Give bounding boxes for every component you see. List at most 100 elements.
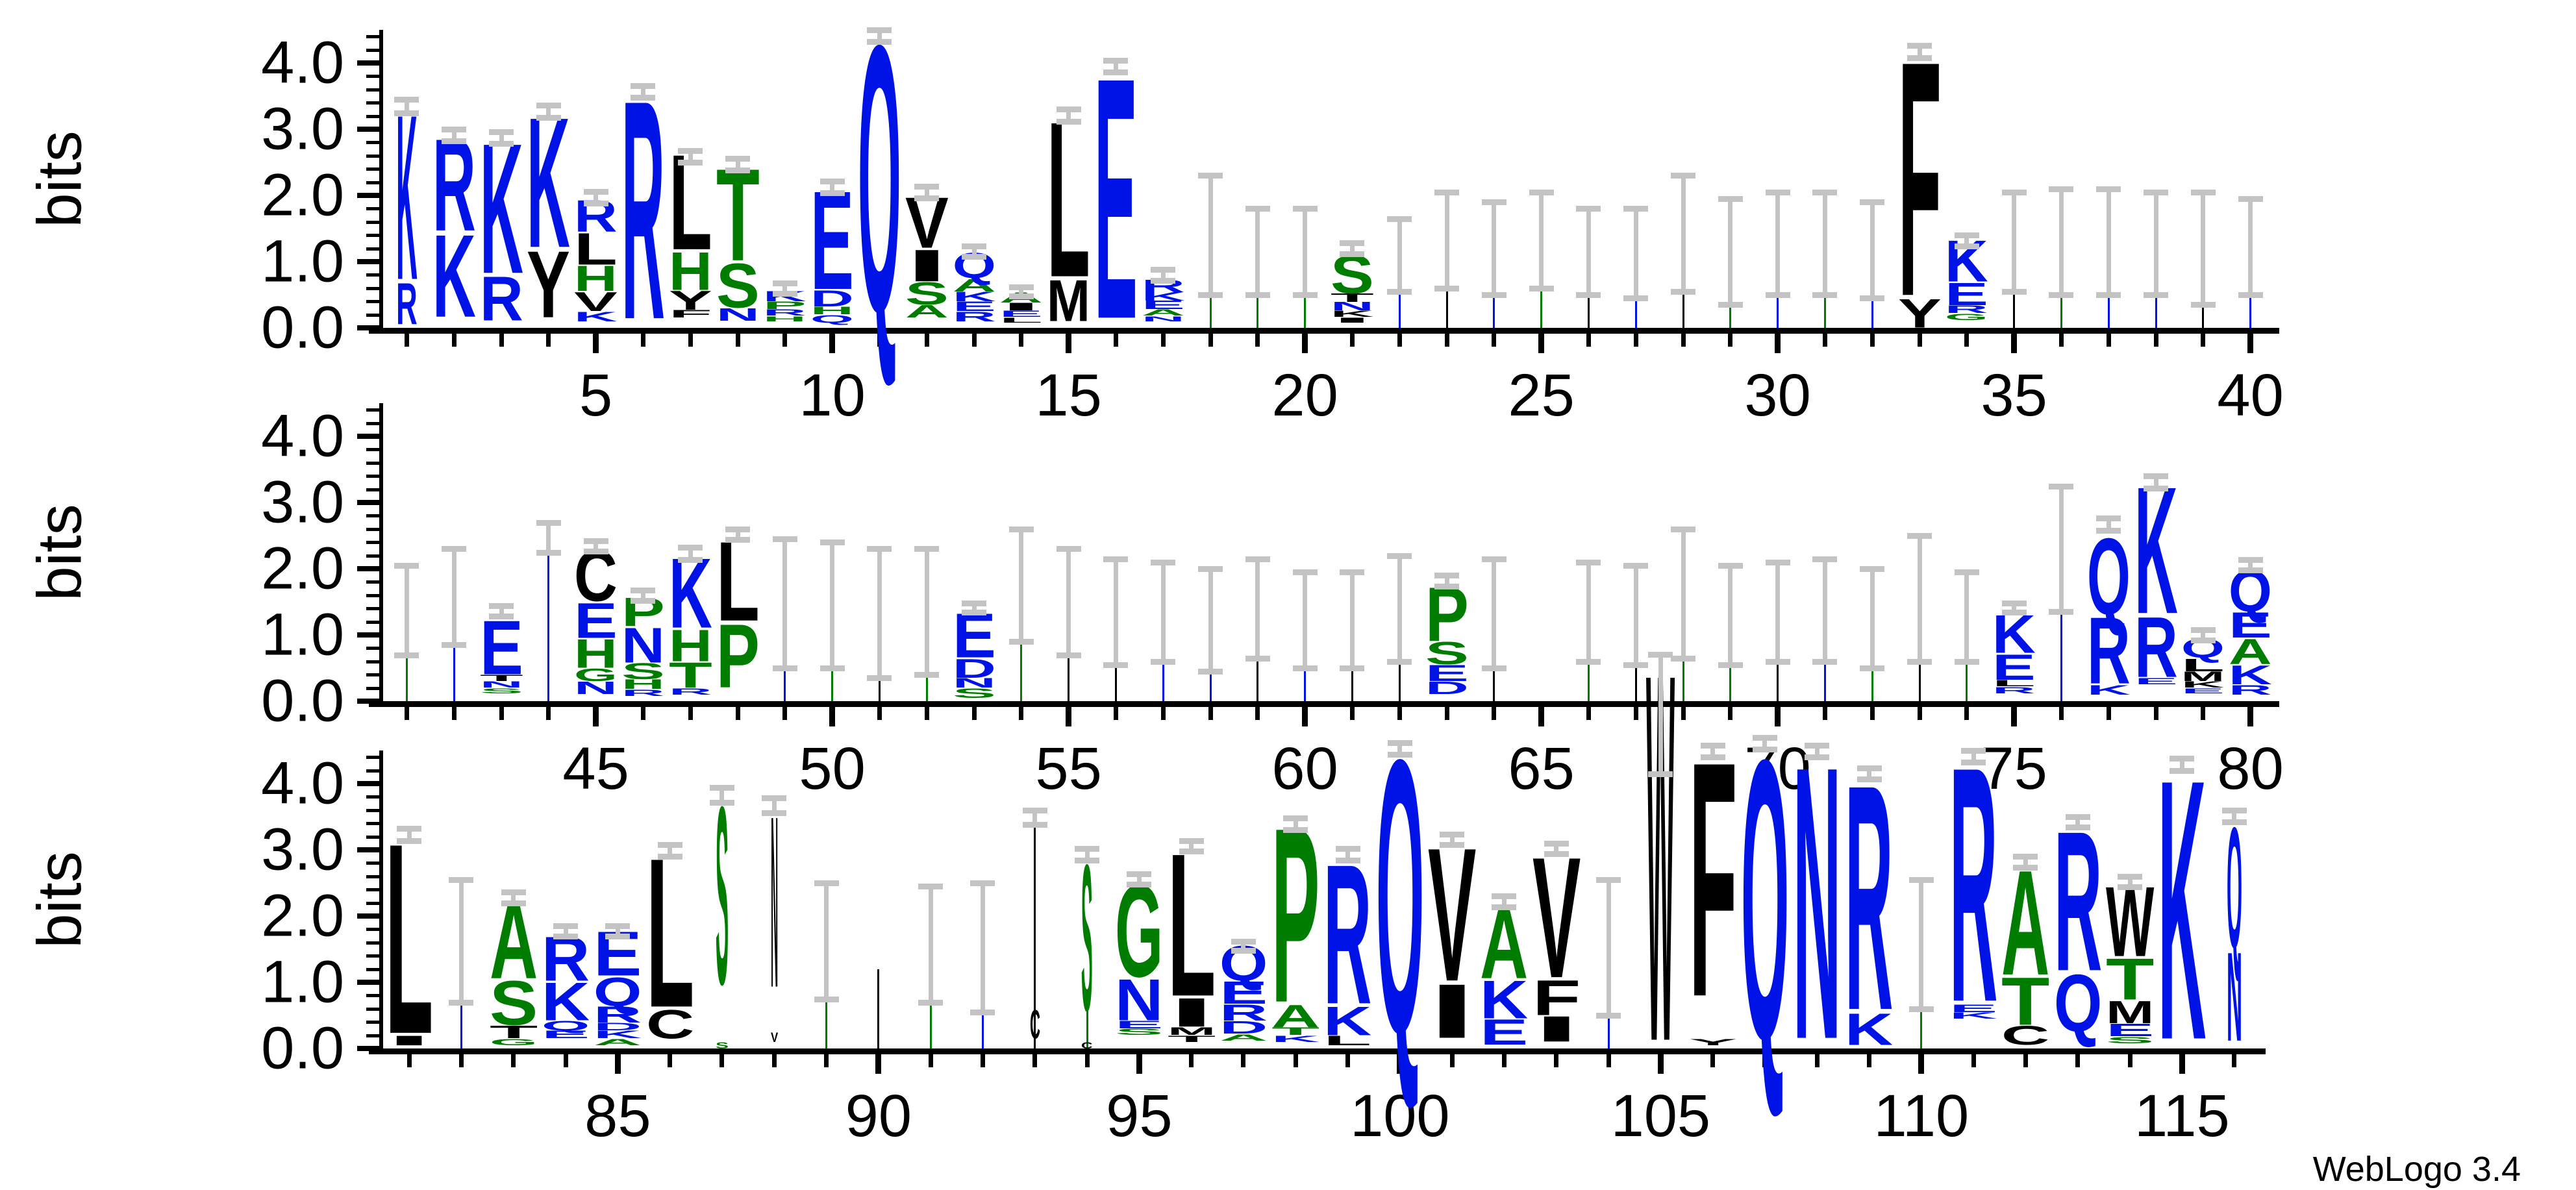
error-bar-line — [2106, 518, 2111, 530]
error-bar-cap-bottom — [501, 900, 526, 906]
svg-text:N: N — [1115, 967, 1163, 1033]
error-bar-cap-bottom — [536, 549, 561, 556]
error-bar-cap-bottom — [1151, 277, 1176, 284]
x-tick — [971, 334, 977, 347]
logo-letter-S: S — [716, 753, 729, 1037]
error-bar-line — [1492, 202, 1497, 295]
error-bar-cap-bottom — [1434, 285, 1459, 291]
error-bar-cap-top — [1671, 173, 1695, 179]
logo-letter-E: E — [2181, 687, 2225, 695]
svg-text:R: R — [1992, 685, 2036, 695]
logo-letter-R: R — [1219, 1000, 1268, 1026]
x-tick — [2232, 1054, 2237, 1067]
error-bar-cap-bottom — [1529, 285, 1554, 291]
svg-text:A: A — [953, 275, 996, 295]
error-bar-cap-bottom — [536, 114, 561, 121]
error-bar-cap-bottom — [725, 167, 750, 174]
logo-letter-T: T — [669, 655, 712, 696]
error-bar-cap-top — [489, 603, 514, 610]
svg-text:T: T — [490, 1022, 538, 1042]
error-bar-line — [1208, 175, 1213, 295]
error-bar-line — [1964, 572, 1970, 662]
error-bar-line — [924, 186, 929, 199]
svg-text:L: L — [1323, 1033, 1371, 1048]
svg-text:I: I — [1331, 316, 1374, 324]
svg-text:N: N — [1331, 300, 1374, 313]
error-bar-line — [1345, 848, 1351, 861]
x-tick — [1349, 334, 1355, 347]
x-tick-label: 45 — [562, 736, 629, 802]
x-tick-label: 100 — [1350, 1083, 1450, 1149]
x-tick — [1345, 1054, 1351, 1067]
error-bar-cap-top — [1765, 189, 1790, 195]
error-bar-cap-top — [536, 103, 561, 109]
logo-letter-K: K — [2087, 682, 2131, 697]
svg-text:K: K — [953, 289, 996, 304]
error-bar-cap-bottom — [1857, 776, 1882, 782]
y-minor-tick — [366, 514, 379, 518]
logo-letter-K: K — [527, 79, 570, 287]
x-tick-label: 50 — [799, 736, 866, 802]
error-bar-line — [1822, 192, 1827, 295]
x-tick — [1681, 707, 1686, 720]
x-tick — [782, 334, 788, 347]
error-bar-cap-bottom — [772, 665, 797, 671]
logo-letter-E: E — [480, 605, 523, 691]
error-bar-cap-top — [1907, 43, 1932, 49]
error-bar-cap-bottom — [1961, 760, 1986, 766]
logo-letter-K: K — [1271, 1034, 1320, 1043]
error-bar-line — [1397, 742, 1403, 755]
error-bar-cap-bottom — [2013, 864, 2038, 871]
x-tick — [2058, 707, 2064, 720]
y-minor-tick — [366, 808, 379, 812]
logo-letter-F: F — [669, 308, 712, 321]
error-bar-line — [1822, 558, 1827, 662]
y-tick-label: 3.0 — [261, 816, 344, 883]
error-bar-cap-top — [970, 880, 995, 886]
x-tick — [829, 707, 836, 726]
y-major-tick — [357, 60, 379, 66]
logo-letter-A: A — [594, 1037, 642, 1047]
logo-letter-S: S — [621, 659, 665, 684]
y-minor-tick — [366, 874, 379, 878]
error-bar-line — [688, 547, 693, 560]
logo-letter-T: T — [1331, 291, 1374, 304]
logo-letter-R: R — [1323, 824, 1371, 1046]
svg-text:D: D — [810, 286, 854, 312]
error-bar-line — [1869, 202, 1875, 299]
error-bar-cap-top — [1481, 556, 1507, 562]
svg-text:E: E — [1219, 976, 1268, 1011]
error-bar-cap-top — [1860, 566, 1885, 572]
y-axis-title-text: bits — [25, 850, 95, 948]
x-tick-label: 105 — [1610, 1083, 1711, 1149]
logo-letter-K: K — [2181, 680, 2225, 690]
error-bar-line — [1241, 941, 1246, 951]
error-bar-cap-bottom — [1623, 295, 1649, 302]
svg-text:Q: Q — [810, 313, 854, 325]
y-minor-tick — [366, 607, 379, 611]
logo-letter-T: T — [1271, 1025, 1320, 1037]
error-bar-cap-top — [2144, 189, 2168, 195]
svg-text:R: R — [1219, 1000, 1268, 1026]
error-bar-cap-top — [1434, 573, 1459, 579]
error-bar-cap-top — [1961, 748, 1986, 754]
logo-letter-G: G — [490, 1037, 538, 1047]
error-bar-line — [499, 132, 504, 144]
logo-letter-R: R — [763, 308, 807, 318]
error-bar-line — [546, 105, 551, 118]
y-minor-tick — [366, 835, 379, 839]
error-bar-cap-top — [772, 536, 797, 543]
svg-text:T: T — [1271, 1025, 1320, 1037]
x-tick — [546, 334, 551, 347]
error-bar-cap-top — [1387, 552, 1412, 559]
x-tick — [563, 1054, 568, 1067]
svg-text:K: K — [574, 309, 618, 324]
x-tick — [1586, 707, 1591, 720]
svg-text:R: R — [480, 263, 523, 334]
error-bar-cap-top — [394, 97, 419, 103]
error-bar-line — [1658, 654, 1663, 774]
logo-letter-S: S — [2106, 1035, 2154, 1045]
svg-text:S: S — [480, 687, 523, 695]
svg-text:K: K — [2229, 660, 2272, 690]
x-tick — [2058, 334, 2064, 347]
